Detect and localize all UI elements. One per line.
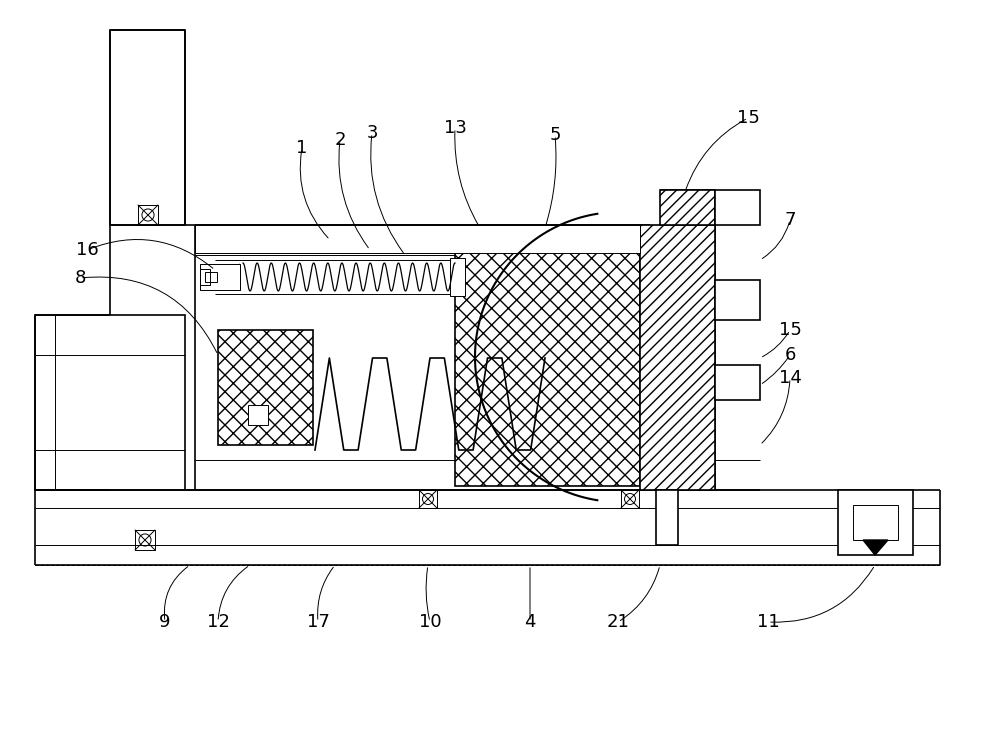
Text: 21: 21: [607, 613, 629, 631]
Text: 2: 2: [334, 131, 346, 149]
Bar: [621, 490, 639, 508]
Text: 12: 12: [207, 613, 229, 631]
Bar: [455, 228, 640, 486]
Bar: [138, 205, 158, 225]
Bar: [715, 365, 760, 400]
Bar: [656, 490, 678, 545]
Text: 5: 5: [549, 126, 561, 144]
Bar: [110, 30, 185, 225]
Bar: [200, 269, 210, 285]
Text: 4: 4: [524, 613, 536, 631]
Bar: [200, 264, 240, 290]
Text: 8: 8: [74, 269, 86, 287]
Bar: [218, 330, 313, 445]
Bar: [35, 315, 185, 490]
Text: 9: 9: [159, 613, 171, 631]
Bar: [135, 530, 155, 550]
Text: 15: 15: [779, 321, 801, 339]
Text: 15: 15: [737, 109, 759, 127]
Text: 10: 10: [419, 613, 441, 631]
Text: 13: 13: [444, 119, 466, 137]
Bar: [640, 225, 715, 490]
Bar: [450, 258, 465, 296]
Text: 7: 7: [784, 211, 796, 229]
Polygon shape: [863, 540, 888, 555]
Text: 3: 3: [366, 124, 378, 142]
Bar: [715, 190, 760, 225]
Bar: [715, 280, 760, 320]
Text: 1: 1: [296, 139, 308, 157]
Bar: [419, 490, 437, 508]
Bar: [853, 505, 898, 540]
Text: 6: 6: [784, 346, 796, 364]
Bar: [195, 225, 640, 253]
Text: 11: 11: [757, 613, 779, 631]
Bar: [248, 405, 268, 425]
Text: 14: 14: [779, 369, 801, 387]
Text: 16: 16: [76, 241, 98, 259]
Text: 17: 17: [307, 613, 329, 631]
Bar: [660, 190, 715, 225]
Bar: [838, 490, 913, 555]
Bar: [205, 272, 217, 282]
